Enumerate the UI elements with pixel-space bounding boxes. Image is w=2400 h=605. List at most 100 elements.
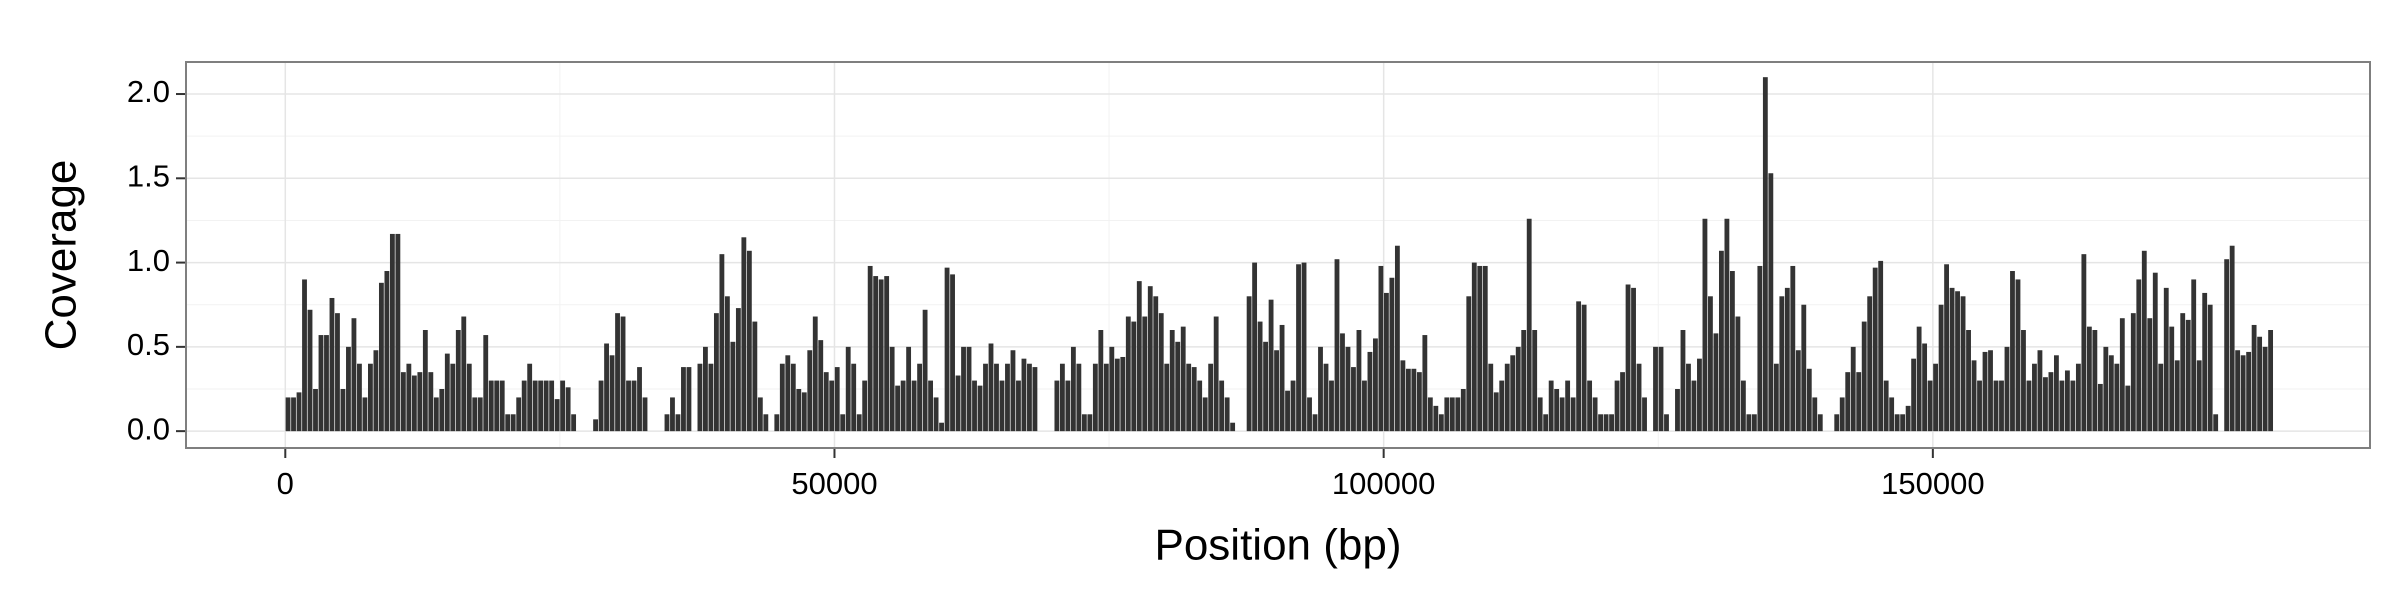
bar — [1016, 380, 1021, 432]
bar — [2097, 383, 2103, 432]
bar — [2026, 380, 2032, 432]
bar — [840, 414, 846, 432]
bar — [1268, 299, 1274, 432]
bar — [1812, 397, 1818, 432]
bar — [889, 346, 895, 432]
bar — [1290, 380, 1296, 432]
bar — [1993, 380, 1999, 432]
y-tick-label: 1.0 — [127, 243, 170, 278]
bar — [1751, 414, 1757, 432]
bar — [1949, 287, 1955, 432]
bar — [615, 313, 620, 432]
y-axis-title: Coverage — [37, 160, 86, 351]
bar — [670, 397, 675, 432]
bar — [1301, 262, 1307, 432]
bar — [1768, 173, 1774, 432]
bar — [955, 375, 961, 432]
bar — [2037, 350, 2043, 432]
bar — [1186, 363, 1192, 432]
bar — [400, 372, 406, 432]
bar — [1587, 380, 1593, 432]
bar — [593, 419, 598, 432]
bar — [351, 318, 357, 432]
bar — [1784, 287, 1790, 432]
bar — [1729, 271, 1735, 432]
bar — [1971, 360, 1977, 432]
bar — [681, 367, 686, 432]
bar — [719, 254, 725, 432]
bar — [1850, 346, 1856, 432]
bar — [2251, 324, 2257, 432]
bar — [565, 387, 571, 432]
bar — [1806, 368, 1812, 432]
bar — [335, 313, 340, 432]
bar — [1570, 397, 1576, 432]
bar — [1131, 321, 1137, 432]
bar — [1219, 380, 1225, 432]
bar — [609, 355, 615, 432]
bar — [724, 296, 730, 432]
bar — [1900, 414, 1906, 432]
bar — [417, 372, 423, 432]
bar — [2130, 313, 2136, 432]
bar — [1680, 330, 1686, 432]
bar — [1944, 264, 1949, 432]
bar — [2240, 355, 2246, 432]
bar — [1779, 296, 1785, 432]
bar — [994, 363, 999, 432]
bar — [428, 372, 434, 432]
x-tick-label: 50000 — [791, 466, 877, 501]
y-tick-label: 1.5 — [127, 158, 170, 193]
bar — [988, 343, 994, 432]
bar — [741, 237, 747, 432]
bar — [1664, 414, 1669, 432]
y-tick-label: 0.5 — [127, 327, 170, 362]
bar — [1543, 414, 1549, 432]
bar — [1076, 363, 1082, 432]
y-tick-label: 2.0 — [127, 74, 170, 109]
bar — [1817, 414, 1823, 432]
bar — [713, 313, 719, 432]
bar — [543, 380, 549, 432]
bar — [1999, 380, 2004, 432]
bar — [538, 380, 544, 432]
bar — [664, 414, 670, 432]
bar — [1598, 414, 1604, 432]
bar — [1213, 316, 1219, 432]
bar — [1422, 335, 1428, 432]
bar — [505, 414, 511, 432]
bar — [1054, 380, 1060, 432]
bar — [834, 367, 840, 432]
bar — [1576, 301, 1582, 432]
bar — [2043, 377, 2048, 432]
bar — [340, 389, 346, 432]
bar — [1504, 363, 1510, 432]
bar — [1433, 405, 1439, 432]
bar — [1081, 414, 1087, 432]
bar — [1147, 286, 1153, 432]
bar — [1477, 265, 1483, 432]
bar — [1702, 218, 1708, 432]
bar — [1872, 267, 1878, 432]
bar — [1070, 346, 1076, 432]
bar — [2015, 279, 2021, 432]
bar — [785, 355, 791, 432]
bar — [1603, 414, 1609, 432]
bar — [1307, 397, 1312, 432]
bar — [2053, 355, 2059, 432]
bar — [873, 276, 879, 432]
bar — [884, 276, 890, 432]
bar — [2169, 326, 2175, 432]
bar — [2196, 360, 2202, 432]
bar — [642, 397, 648, 432]
bar — [1109, 346, 1115, 432]
bar — [1087, 414, 1093, 432]
bar — [1916, 326, 1922, 432]
bar — [703, 346, 708, 432]
bar — [851, 363, 857, 432]
bar — [2235, 350, 2241, 432]
bar — [1367, 351, 1373, 432]
bar — [422, 330, 428, 432]
bar — [1686, 363, 1691, 432]
bar — [1839, 397, 1845, 432]
